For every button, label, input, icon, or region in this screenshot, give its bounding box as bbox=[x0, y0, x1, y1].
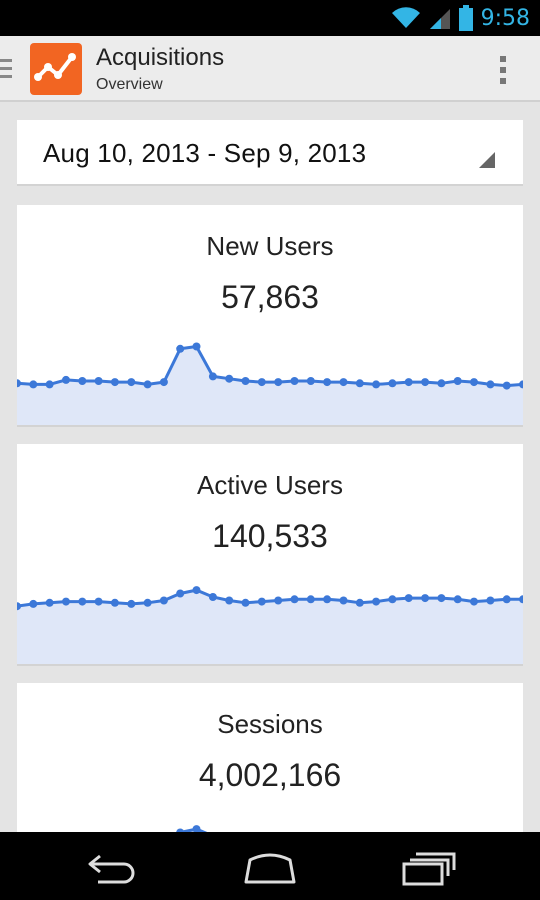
chart-point bbox=[421, 378, 430, 387]
chart-point bbox=[486, 596, 495, 605]
chart-point bbox=[306, 595, 315, 604]
status-icons: 9:58 bbox=[391, 0, 530, 36]
chart-point bbox=[127, 599, 136, 608]
chart-point bbox=[159, 378, 168, 387]
chart-point bbox=[323, 378, 332, 387]
chart-point bbox=[290, 377, 299, 385]
chart-point bbox=[78, 597, 87, 606]
chart-point bbox=[241, 598, 250, 607]
chart-point bbox=[453, 595, 462, 604]
chart-point bbox=[388, 595, 397, 604]
chart-point bbox=[192, 586, 201, 595]
status-bar: 9:58 bbox=[0, 0, 540, 36]
wifi-icon bbox=[391, 7, 420, 29]
chart-point bbox=[225, 374, 234, 383]
sparkline-chart bbox=[17, 342, 523, 425]
dropdown-arrow-icon bbox=[479, 152, 495, 168]
chart-point bbox=[355, 598, 364, 607]
chart-point bbox=[192, 342, 201, 351]
chart-point bbox=[110, 378, 119, 387]
drawer-icon[interactable] bbox=[0, 56, 14, 82]
metric-card-new-users[interactable]: New Users 57,863 bbox=[17, 205, 523, 427]
chart-point bbox=[208, 372, 217, 381]
chart-point bbox=[257, 378, 266, 387]
navigation-bar bbox=[0, 832, 540, 900]
metric-label: New Users bbox=[206, 231, 334, 261]
chart-point bbox=[372, 597, 381, 606]
chart-point bbox=[323, 595, 332, 604]
chart-point bbox=[502, 381, 511, 390]
chart-point bbox=[404, 378, 413, 387]
chart-point bbox=[17, 602, 21, 611]
chart-point bbox=[502, 595, 511, 604]
chart-point bbox=[45, 598, 54, 607]
chart-point bbox=[355, 379, 364, 388]
chart-point bbox=[143, 598, 152, 607]
chart-point bbox=[94, 597, 103, 606]
chart-point bbox=[78, 377, 87, 385]
chart-point bbox=[274, 596, 283, 605]
chart-point bbox=[29, 380, 38, 389]
chart-point bbox=[290, 595, 299, 604]
status-time: 9:58 bbox=[480, 5, 530, 31]
recents-icon[interactable] bbox=[398, 846, 458, 886]
chart-point bbox=[17, 379, 21, 388]
chart-point bbox=[94, 377, 103, 385]
chart-point bbox=[306, 377, 315, 385]
chart-point bbox=[62, 375, 70, 384]
chart-point bbox=[388, 379, 397, 388]
page-subtitle: Overview bbox=[96, 76, 163, 93]
chart-point bbox=[519, 380, 523, 389]
chart-point bbox=[339, 378, 348, 387]
chart-area bbox=[17, 346, 523, 425]
chart-point bbox=[437, 379, 446, 388]
chart-point bbox=[110, 598, 119, 607]
metric-label: Sessions bbox=[217, 709, 323, 739]
overflow-menu-icon[interactable] bbox=[496, 52, 510, 88]
metric-card-active-users[interactable]: Active Users 140,533 bbox=[17, 444, 523, 666]
chart-point bbox=[257, 597, 266, 606]
page-title: Acquisitions bbox=[96, 44, 225, 71]
chart-point bbox=[176, 589, 185, 598]
action-bar: Acquisitions Overview bbox=[0, 36, 540, 102]
chart-point bbox=[421, 594, 430, 603]
chart-point bbox=[225, 596, 234, 605]
chart-point bbox=[274, 378, 283, 387]
sparkline-chart bbox=[17, 586, 523, 664]
chart-point bbox=[159, 596, 168, 605]
back-icon[interactable] bbox=[84, 846, 144, 886]
metric-value: 4,002,166 bbox=[198, 757, 342, 793]
home-icon[interactable] bbox=[240, 846, 300, 886]
chart-point bbox=[372, 380, 381, 389]
chart-point bbox=[437, 594, 446, 603]
chart-point bbox=[176, 344, 185, 353]
chart-line bbox=[17, 344, 523, 388]
chart-point bbox=[241, 377, 250, 385]
battery-icon bbox=[458, 5, 473, 31]
chart-point bbox=[29, 599, 38, 608]
chart-point bbox=[127, 378, 136, 387]
chart-point bbox=[143, 380, 152, 389]
chart-point bbox=[45, 380, 54, 389]
chart-point bbox=[339, 596, 348, 605]
chart-point bbox=[404, 594, 413, 603]
date-range-selector[interactable]: Aug 10, 2013 - Sep 9, 2013 bbox=[17, 120, 523, 186]
chart-point bbox=[486, 380, 495, 389]
date-range-label: Aug 10, 2013 - Sep 9, 2013 bbox=[43, 138, 367, 168]
analytics-logo-icon[interactable] bbox=[30, 43, 82, 95]
chart-point bbox=[470, 597, 478, 606]
metric-value: 140,533 bbox=[212, 518, 328, 554]
chart-point bbox=[519, 595, 523, 604]
chart-point bbox=[453, 377, 462, 385]
chart-point bbox=[192, 825, 201, 834]
chart-point bbox=[470, 378, 478, 387]
metric-label: Active Users bbox=[197, 470, 343, 500]
signal-icon bbox=[429, 9, 450, 29]
metric-value: 57,863 bbox=[221, 279, 319, 315]
chart-area bbox=[17, 590, 523, 664]
chart-point bbox=[62, 597, 70, 606]
chart-point bbox=[208, 593, 217, 601]
